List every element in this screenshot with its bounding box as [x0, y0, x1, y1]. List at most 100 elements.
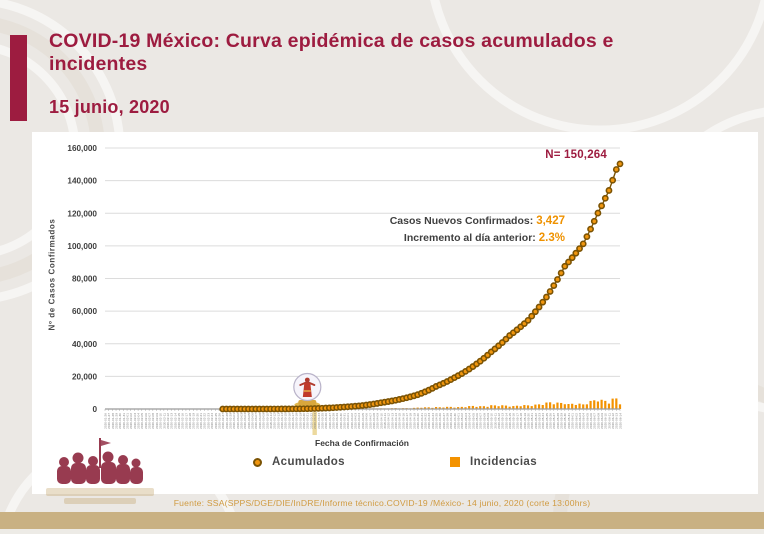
svg-text:2020-02-08: 2020-02-08	[151, 413, 155, 429]
svg-text:2020-04-05: 2020-04-05	[361, 413, 365, 429]
svg-text:2020-04-29: 2020-04-29	[449, 413, 453, 429]
svg-text:2020-05-06: 2020-05-06	[475, 413, 479, 429]
svg-text:2020-03-23: 2020-03-23	[313, 413, 317, 429]
svg-text:2020-03-09: 2020-03-09	[262, 413, 266, 429]
report-date: 15 junio, 2020	[49, 97, 170, 117]
svg-text:2020-03-03: 2020-03-03	[240, 413, 244, 429]
svg-text:2020-02-07: 2020-02-07	[148, 413, 152, 429]
svg-text:2020-05-31: 2020-05-31	[567, 413, 571, 429]
svg-text:2020-03-30: 2020-03-30	[339, 413, 343, 429]
svg-text:2020-01-29: 2020-01-29	[114, 413, 118, 429]
svg-text:2020-04-03: 2020-04-03	[354, 413, 358, 429]
svg-text:2020-04-14: 2020-04-14	[394, 413, 398, 429]
svg-text:2020-03-13: 2020-03-13	[276, 413, 280, 429]
svg-text:2020-03-19: 2020-03-19	[298, 413, 302, 429]
svg-text:2020-05-04: 2020-05-04	[468, 413, 472, 429]
source-line: Fuente: SSA(SPPS/DGE/DIE/InDRE/Informe t…	[173, 498, 591, 508]
svg-text:2020-03-15: 2020-03-15	[284, 413, 288, 429]
svg-text:2020-06-06: 2020-06-06	[589, 413, 593, 429]
svg-text:2020-01-30: 2020-01-30	[118, 413, 122, 429]
svg-text:2020-04-06: 2020-04-06	[365, 413, 369, 429]
svg-text:2020-05-13: 2020-05-13	[501, 413, 505, 429]
svg-text:2020-01-26: 2020-01-26	[103, 413, 107, 429]
svg-text:2020-03-07: 2020-03-07	[254, 413, 258, 429]
svg-text:2020-01-31: 2020-01-31	[122, 413, 126, 429]
increase-value: 2.3%	[538, 232, 565, 244]
svg-text:2020-03-27: 2020-03-27	[328, 413, 332, 429]
svg-text:2020-05-11: 2020-05-11	[493, 413, 497, 429]
n-value: 150,264	[564, 149, 607, 161]
svg-text:2020-04-12: 2020-04-12	[387, 413, 391, 429]
svg-text:2020-03-05: 2020-03-05	[247, 413, 251, 429]
svg-text:2020-04-01: 2020-04-01	[346, 413, 350, 429]
svg-text:2020-05-12: 2020-05-12	[497, 413, 501, 429]
svg-text:2020-02-11: 2020-02-11	[162, 413, 166, 429]
svg-text:2020-05-30: 2020-05-30	[563, 413, 567, 429]
svg-text:2020-03-10: 2020-03-10	[265, 413, 269, 429]
svg-text:0: 0	[92, 405, 97, 414]
svg-text:2020-04-07: 2020-04-07	[368, 413, 372, 429]
svg-text:2020-04-16: 2020-04-16	[401, 413, 405, 429]
svg-text:2020-03-25: 2020-03-25	[320, 413, 324, 429]
svg-text:2020-06-02: 2020-06-02	[574, 413, 578, 429]
n-label: N=	[545, 149, 561, 161]
svg-text:2020-06-01: 2020-06-01	[571, 413, 575, 429]
svg-text:2020-05-08: 2020-05-08	[482, 413, 486, 429]
daily-stats-annotation: Casos Nuevos Confirmados: 3,427 Increment…	[232, 213, 565, 247]
figure-globe-watermark-icon	[293, 372, 322, 409]
svg-text:2020-02-18: 2020-02-18	[188, 413, 192, 429]
svg-text:2020-05-15: 2020-05-15	[508, 413, 512, 429]
svg-text:2020-05-18: 2020-05-18	[519, 413, 523, 429]
svg-text:2020-04-26: 2020-04-26	[438, 413, 442, 429]
svg-text:2020-02-29: 2020-02-29	[228, 413, 232, 429]
svg-text:2020-03-18: 2020-03-18	[295, 413, 299, 429]
svg-text:2020-05-01: 2020-05-01	[457, 413, 461, 429]
svg-text:2020-04-23: 2020-04-23	[427, 413, 431, 429]
svg-text:2020-04-17: 2020-04-17	[405, 413, 409, 429]
svg-text:2020-03-06: 2020-03-06	[251, 413, 255, 429]
svg-text:2020-04-11: 2020-04-11	[383, 413, 387, 429]
svg-text:140,000: 140,000	[67, 177, 97, 186]
svg-text:2020-03-20: 2020-03-20	[302, 413, 306, 429]
svg-text:2020-02-20: 2020-02-20	[195, 413, 199, 429]
svg-text:120,000: 120,000	[67, 209, 97, 218]
svg-text:2020-06-11: 2020-06-11	[607, 413, 611, 429]
svg-text:60,000: 60,000	[72, 307, 97, 316]
chart-legend: Acumulados Incidencias	[32, 456, 758, 468]
y-axis-title: Nº de Casos Confirmados	[47, 218, 57, 331]
svg-text:2020-03-04: 2020-03-04	[243, 413, 247, 429]
svg-text:2020-04-21: 2020-04-21	[420, 413, 424, 429]
svg-text:2020-05-16: 2020-05-16	[512, 413, 516, 429]
svg-text:2020-05-10: 2020-05-10	[490, 413, 494, 429]
svg-text:2020-06-12: 2020-06-12	[611, 413, 615, 429]
svg-text:2020-02-22: 2020-02-22	[203, 413, 207, 429]
chart-panel: 0 20,000 40,000 60,000 80,000 100,000 120,000 1…	[32, 132, 758, 494]
svg-text:2020-03-01: 2020-03-01	[232, 413, 236, 429]
x-axis-title: Fecha de Confirmación	[315, 438, 409, 448]
svg-text:2020-05-09: 2020-05-09	[486, 413, 490, 429]
svg-text:2020-01-27: 2020-01-27	[107, 413, 111, 429]
new-cases-label: Casos Nuevos Confirmados:	[389, 215, 534, 227]
svg-text:2020-02-02: 2020-02-02	[129, 413, 133, 429]
svg-text:2020-06-05: 2020-06-05	[585, 413, 589, 429]
svg-text:2020-05-19: 2020-05-19	[523, 413, 527, 429]
svg-text:2020-04-19: 2020-04-19	[412, 413, 416, 429]
page-title: COVID-19 México: Curva epidémica de caso…	[49, 30, 614, 75]
svg-text:2020-05-20: 2020-05-20	[526, 413, 530, 429]
svg-text:2020-04-25: 2020-04-25	[434, 413, 438, 429]
svg-text:2020-04-20: 2020-04-20	[416, 413, 420, 429]
svg-text:2020-02-25: 2020-02-25	[214, 413, 218, 429]
svg-text:2020-04-09: 2020-04-09	[376, 413, 380, 429]
svg-text:2020-02-16: 2020-02-16	[181, 413, 185, 429]
svg-text:2020-04-30: 2020-04-30	[453, 413, 457, 429]
svg-text:2020-06-03: 2020-06-03	[578, 413, 582, 429]
svg-text:2020-03-02: 2020-03-02	[236, 413, 240, 429]
svg-text:2020-05-23: 2020-05-23	[537, 413, 541, 429]
svg-text:2020-03-26: 2020-03-26	[324, 413, 328, 429]
legend-item-incidencias: Incidencias	[449, 456, 537, 468]
svg-text:40,000: 40,000	[72, 340, 97, 349]
svg-text:2020-02-12: 2020-02-12	[166, 413, 170, 429]
svg-text:2020-03-17: 2020-03-17	[291, 413, 295, 429]
svg-text:2020-03-14: 2020-03-14	[280, 413, 284, 429]
